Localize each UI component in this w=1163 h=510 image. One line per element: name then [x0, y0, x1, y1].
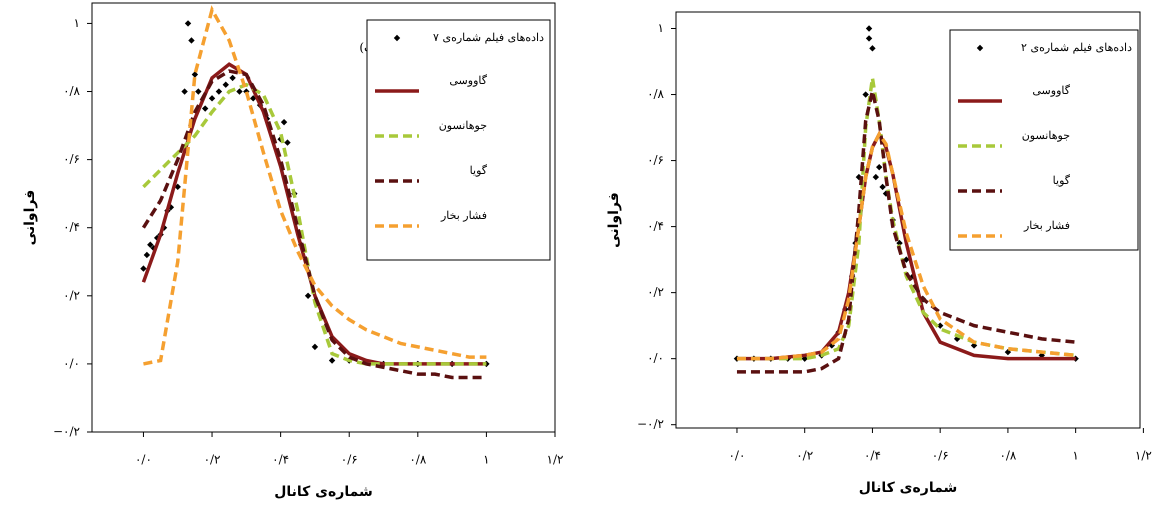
y-tick-label: ۰/۲ — [63, 288, 80, 302]
data-point — [150, 244, 157, 252]
legend-box — [949, 29, 1139, 251]
legend-label: جوهانسون — [1022, 129, 1070, 142]
x-tick-label: ۱ — [1072, 449, 1078, 463]
x-axis-title: شماره‌ی کانال — [274, 484, 373, 500]
data-point — [215, 88, 223, 95]
data-point — [191, 71, 199, 78]
data-point — [188, 37, 195, 44]
y-tick-label: −۰/۲ — [637, 417, 664, 431]
data-point — [862, 91, 869, 98]
data-point — [184, 20, 192, 27]
fit-curve — [736, 90, 1076, 374]
legend-label: گاووسی — [1032, 84, 1070, 97]
legend-label: جوهانسون — [439, 119, 487, 132]
x-tick-label: ۰/۶ — [932, 449, 949, 463]
data-point — [865, 35, 873, 42]
chart-panel: −۰/۲ ۰/۰ ۰/۲ ۰/۴ ۰/۶ ۰/۸ ۱ ۰/۰ ۰/۲ ۰/۴ ۰/۶ ۰/۸ ۱ ۱/۲ ش… — [606, 11, 1152, 496]
data-point — [896, 239, 903, 247]
y-axis-title: فراوانی — [606, 192, 622, 248]
data-point — [222, 81, 229, 88]
legend-label: گویا — [1053, 174, 1071, 187]
x-tick-label: ۰/۶ — [341, 453, 358, 467]
legend-label: داده‌های فیلم شماره‌ی ۲ — [1021, 41, 1132, 54]
data-point — [903, 256, 910, 263]
x-tick-label: ۱/۲ — [1135, 449, 1152, 463]
y-tick-label: ۱ — [74, 16, 80, 30]
data-point — [879, 183, 886, 191]
fit-curve — [736, 130, 1076, 361]
legend-marker — [393, 34, 401, 42]
y-tick-label: −۰/۲ — [53, 425, 80, 439]
y-tick-label: ۰/۴ — [63, 220, 80, 234]
legend-label: فشار بخار — [440, 209, 487, 222]
data-point — [229, 74, 236, 82]
data-point — [328, 357, 336, 364]
y-tick-label: ۰/۸ — [647, 87, 664, 101]
data-point — [249, 95, 257, 102]
plot-frame — [675, 11, 1141, 429]
legend-marker — [976, 44, 984, 52]
data-point — [311, 343, 319, 351]
y-tick-label: ۰/۰ — [647, 351, 664, 365]
x-tick-label: ۰/۴ — [272, 453, 289, 467]
data-point — [140, 265, 147, 272]
data-point — [865, 25, 873, 32]
data-point — [208, 95, 216, 102]
fit-curve — [142, 82, 487, 366]
data-point — [876, 163, 883, 171]
legend-label: گویا — [470, 164, 488, 177]
chart-panel: −۰/۲ ۰/۰ ۰/۲ ۰/۴ ۰/۶ ۰/۸ ۱ ۰/۰ ۰/۲ ۰/۴ ۰/۶ ۰/۸ ۱ ۱/۲ ش… — [22, 2, 564, 500]
y-tick-label: ۰/۶ — [647, 153, 664, 167]
data-point — [181, 88, 188, 95]
y-tick-label: ۰/۲ — [647, 285, 664, 299]
data-point — [143, 251, 151, 259]
y-tick-label: ۱ — [658, 21, 664, 35]
x-tick-label: ۰/۴ — [864, 449, 881, 463]
x-tick-label: ۰/۰ — [728, 449, 745, 463]
x-axis-title: شماره‌ی کانال — [859, 480, 958, 496]
data-point — [201, 105, 209, 112]
y-tick-label: ۰/۸ — [63, 84, 80, 98]
legend-label: فشار بخار — [1023, 219, 1070, 232]
data-point — [801, 355, 808, 362]
data-point — [872, 173, 880, 181]
data-point — [236, 88, 243, 95]
fit-curve — [143, 5, 487, 366]
x-tick-label: ۰/۸ — [999, 449, 1016, 463]
plot-frame — [91, 2, 556, 433]
data-point — [147, 241, 154, 248]
x-tick-label: ۰/۰ — [135, 453, 152, 467]
legend-box — [366, 19, 551, 261]
data-point — [304, 292, 312, 300]
data-point — [936, 322, 944, 329]
legend-label: گاووسی — [449, 74, 487, 87]
data-point — [280, 118, 288, 126]
y-axis-title: فراوانی — [22, 190, 38, 246]
legend-label: داده‌های فیلم شماره‌ی ۷ — [433, 31, 544, 44]
x-tick-label: ۱ — [483, 453, 489, 467]
data-point — [195, 88, 202, 95]
x-tick-label: ۱/۲ — [547, 453, 564, 467]
data-point — [1004, 348, 1012, 356]
y-tick-label: ۰/۶ — [63, 152, 80, 166]
data-point — [284, 139, 291, 146]
y-tick-label: ۰/۴ — [647, 219, 664, 233]
x-tick-label: ۰/۲ — [796, 449, 813, 463]
data-point — [882, 190, 890, 197]
x-tick-label: ۰/۲ — [204, 453, 221, 467]
x-tick-label: ۰/۸ — [409, 453, 426, 467]
data-point — [869, 45, 876, 52]
y-tick-label: ۰/۰ — [63, 356, 80, 370]
